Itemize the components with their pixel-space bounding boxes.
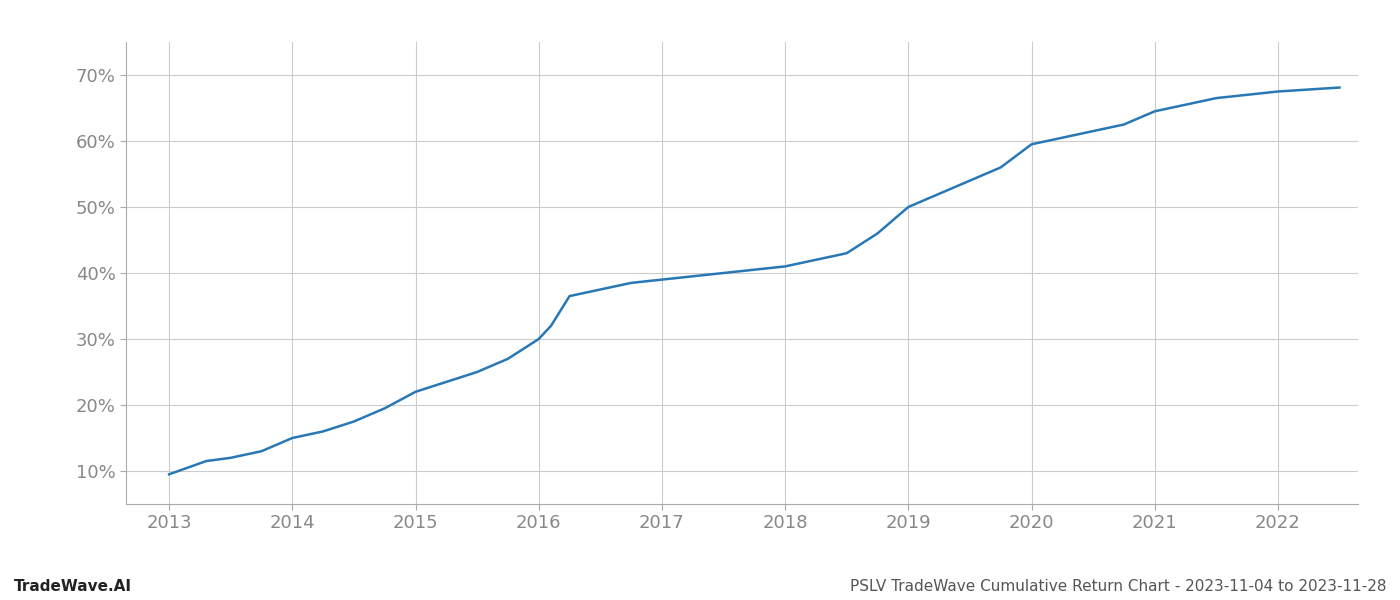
Text: TradeWave.AI: TradeWave.AI: [14, 579, 132, 594]
Text: PSLV TradeWave Cumulative Return Chart - 2023-11-04 to 2023-11-28: PSLV TradeWave Cumulative Return Chart -…: [850, 579, 1386, 594]
